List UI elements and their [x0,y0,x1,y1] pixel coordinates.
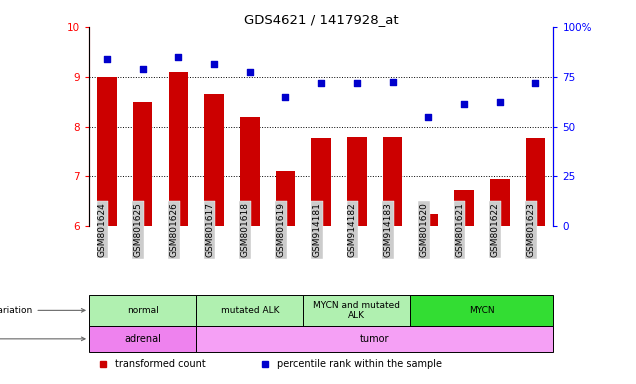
Text: mutated ALK: mutated ALK [221,306,279,315]
Bar [240,117,259,226]
Bar [169,72,188,226]
Bar [347,137,367,226]
Text: MYCN: MYCN [469,306,495,315]
Point [280,94,291,100]
Text: GSM801625: GSM801625 [134,202,142,257]
Point [459,101,469,107]
Text: adrenal: adrenal [124,334,161,344]
Bar [303,295,410,326]
Text: tissue: tissue [0,334,85,343]
Bar [89,295,196,326]
Bar [490,179,509,226]
Text: tumor: tumor [360,334,389,344]
Text: GSM914183: GSM914183 [384,202,392,257]
Point [102,56,112,62]
Text: percentile rank within the sample: percentile rank within the sample [277,359,442,369]
Text: GSM801618: GSM801618 [241,202,250,257]
Text: GSM801620: GSM801620 [419,202,428,257]
Text: GSM801624: GSM801624 [98,202,107,257]
Text: genotype/variation: genotype/variation [0,306,85,315]
Bar [133,102,153,226]
Point [423,114,433,120]
Bar [525,137,545,226]
Bar [454,190,474,226]
Point [495,99,505,105]
Text: GSM801621: GSM801621 [455,202,464,257]
Point [316,79,326,86]
Text: MYCN and mutated
ALK: MYCN and mutated ALK [314,301,401,320]
Point [387,79,398,85]
Point [173,54,183,60]
Point [352,79,362,86]
Bar [418,214,438,226]
Point [245,69,255,75]
Point [209,61,219,67]
Bar [383,137,403,226]
Point [137,66,148,72]
Bar [312,137,331,226]
Text: GSM801623: GSM801623 [527,202,536,257]
Text: GSM801619: GSM801619 [277,202,286,257]
Bar [196,326,553,352]
Bar [97,77,117,226]
Bar [196,295,303,326]
Bar [89,326,196,352]
Bar [410,295,553,326]
Text: GSM801622: GSM801622 [491,202,500,257]
Text: GSM801617: GSM801617 [205,202,214,257]
Text: GSM914182: GSM914182 [348,202,357,257]
Text: normal: normal [127,306,158,315]
Bar [275,172,295,226]
Bar [204,94,224,226]
Text: transformed count: transformed count [114,359,205,369]
Text: GSM801626: GSM801626 [169,202,178,257]
Text: GSM914181: GSM914181 [312,202,321,257]
Point [530,79,541,86]
Title: GDS4621 / 1417928_at: GDS4621 / 1417928_at [244,13,399,26]
